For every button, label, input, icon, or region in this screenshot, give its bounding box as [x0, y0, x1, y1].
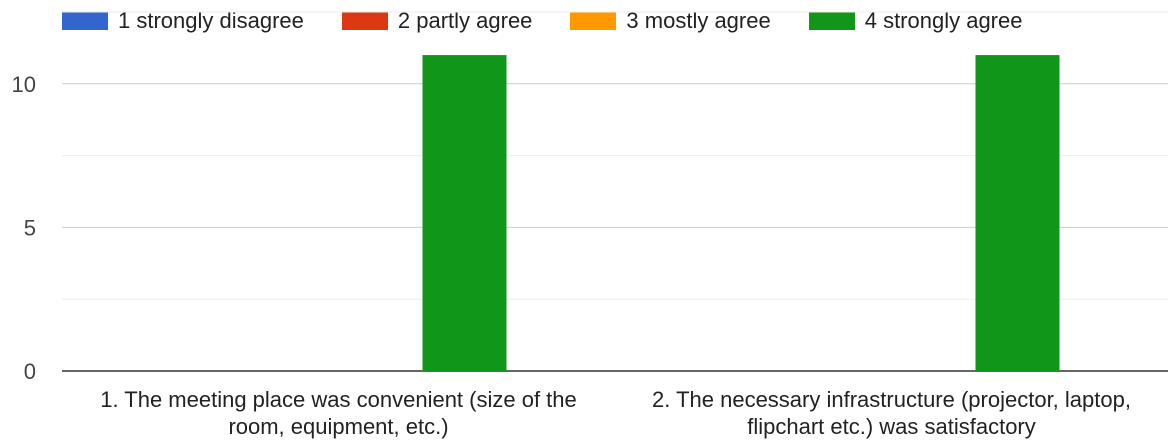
y-axis: 0 5 10 — [12, 72, 36, 384]
legend-swatch — [570, 12, 617, 30]
legend-swatch — [808, 12, 855, 30]
category-label-line: 2. The necessary infrastructure (project… — [652, 387, 1131, 412]
category-label-2: 2. The necessary infrastructure (project… — [615, 386, 1168, 440]
category-label-1: 1. The meeting place was convenient (siz… — [62, 386, 615, 440]
bar[interactable] — [422, 55, 507, 372]
legend-swatch — [341, 12, 388, 30]
category-label-line: room, equipment, etc.) — [228, 414, 449, 439]
bars — [422, 55, 1060, 372]
bar[interactable] — [975, 55, 1060, 372]
category-label-line: 1. The meeting place was convenient (siz… — [100, 387, 577, 412]
y-tick-label: 0 — [24, 359, 36, 384]
y-tick-label: 10 — [12, 72, 36, 97]
y-tick-label: 5 — [24, 215, 36, 240]
category-label-line: flipchart etc.) was satisfactory — [747, 414, 1036, 439]
legend-swatch — [62, 12, 108, 30]
